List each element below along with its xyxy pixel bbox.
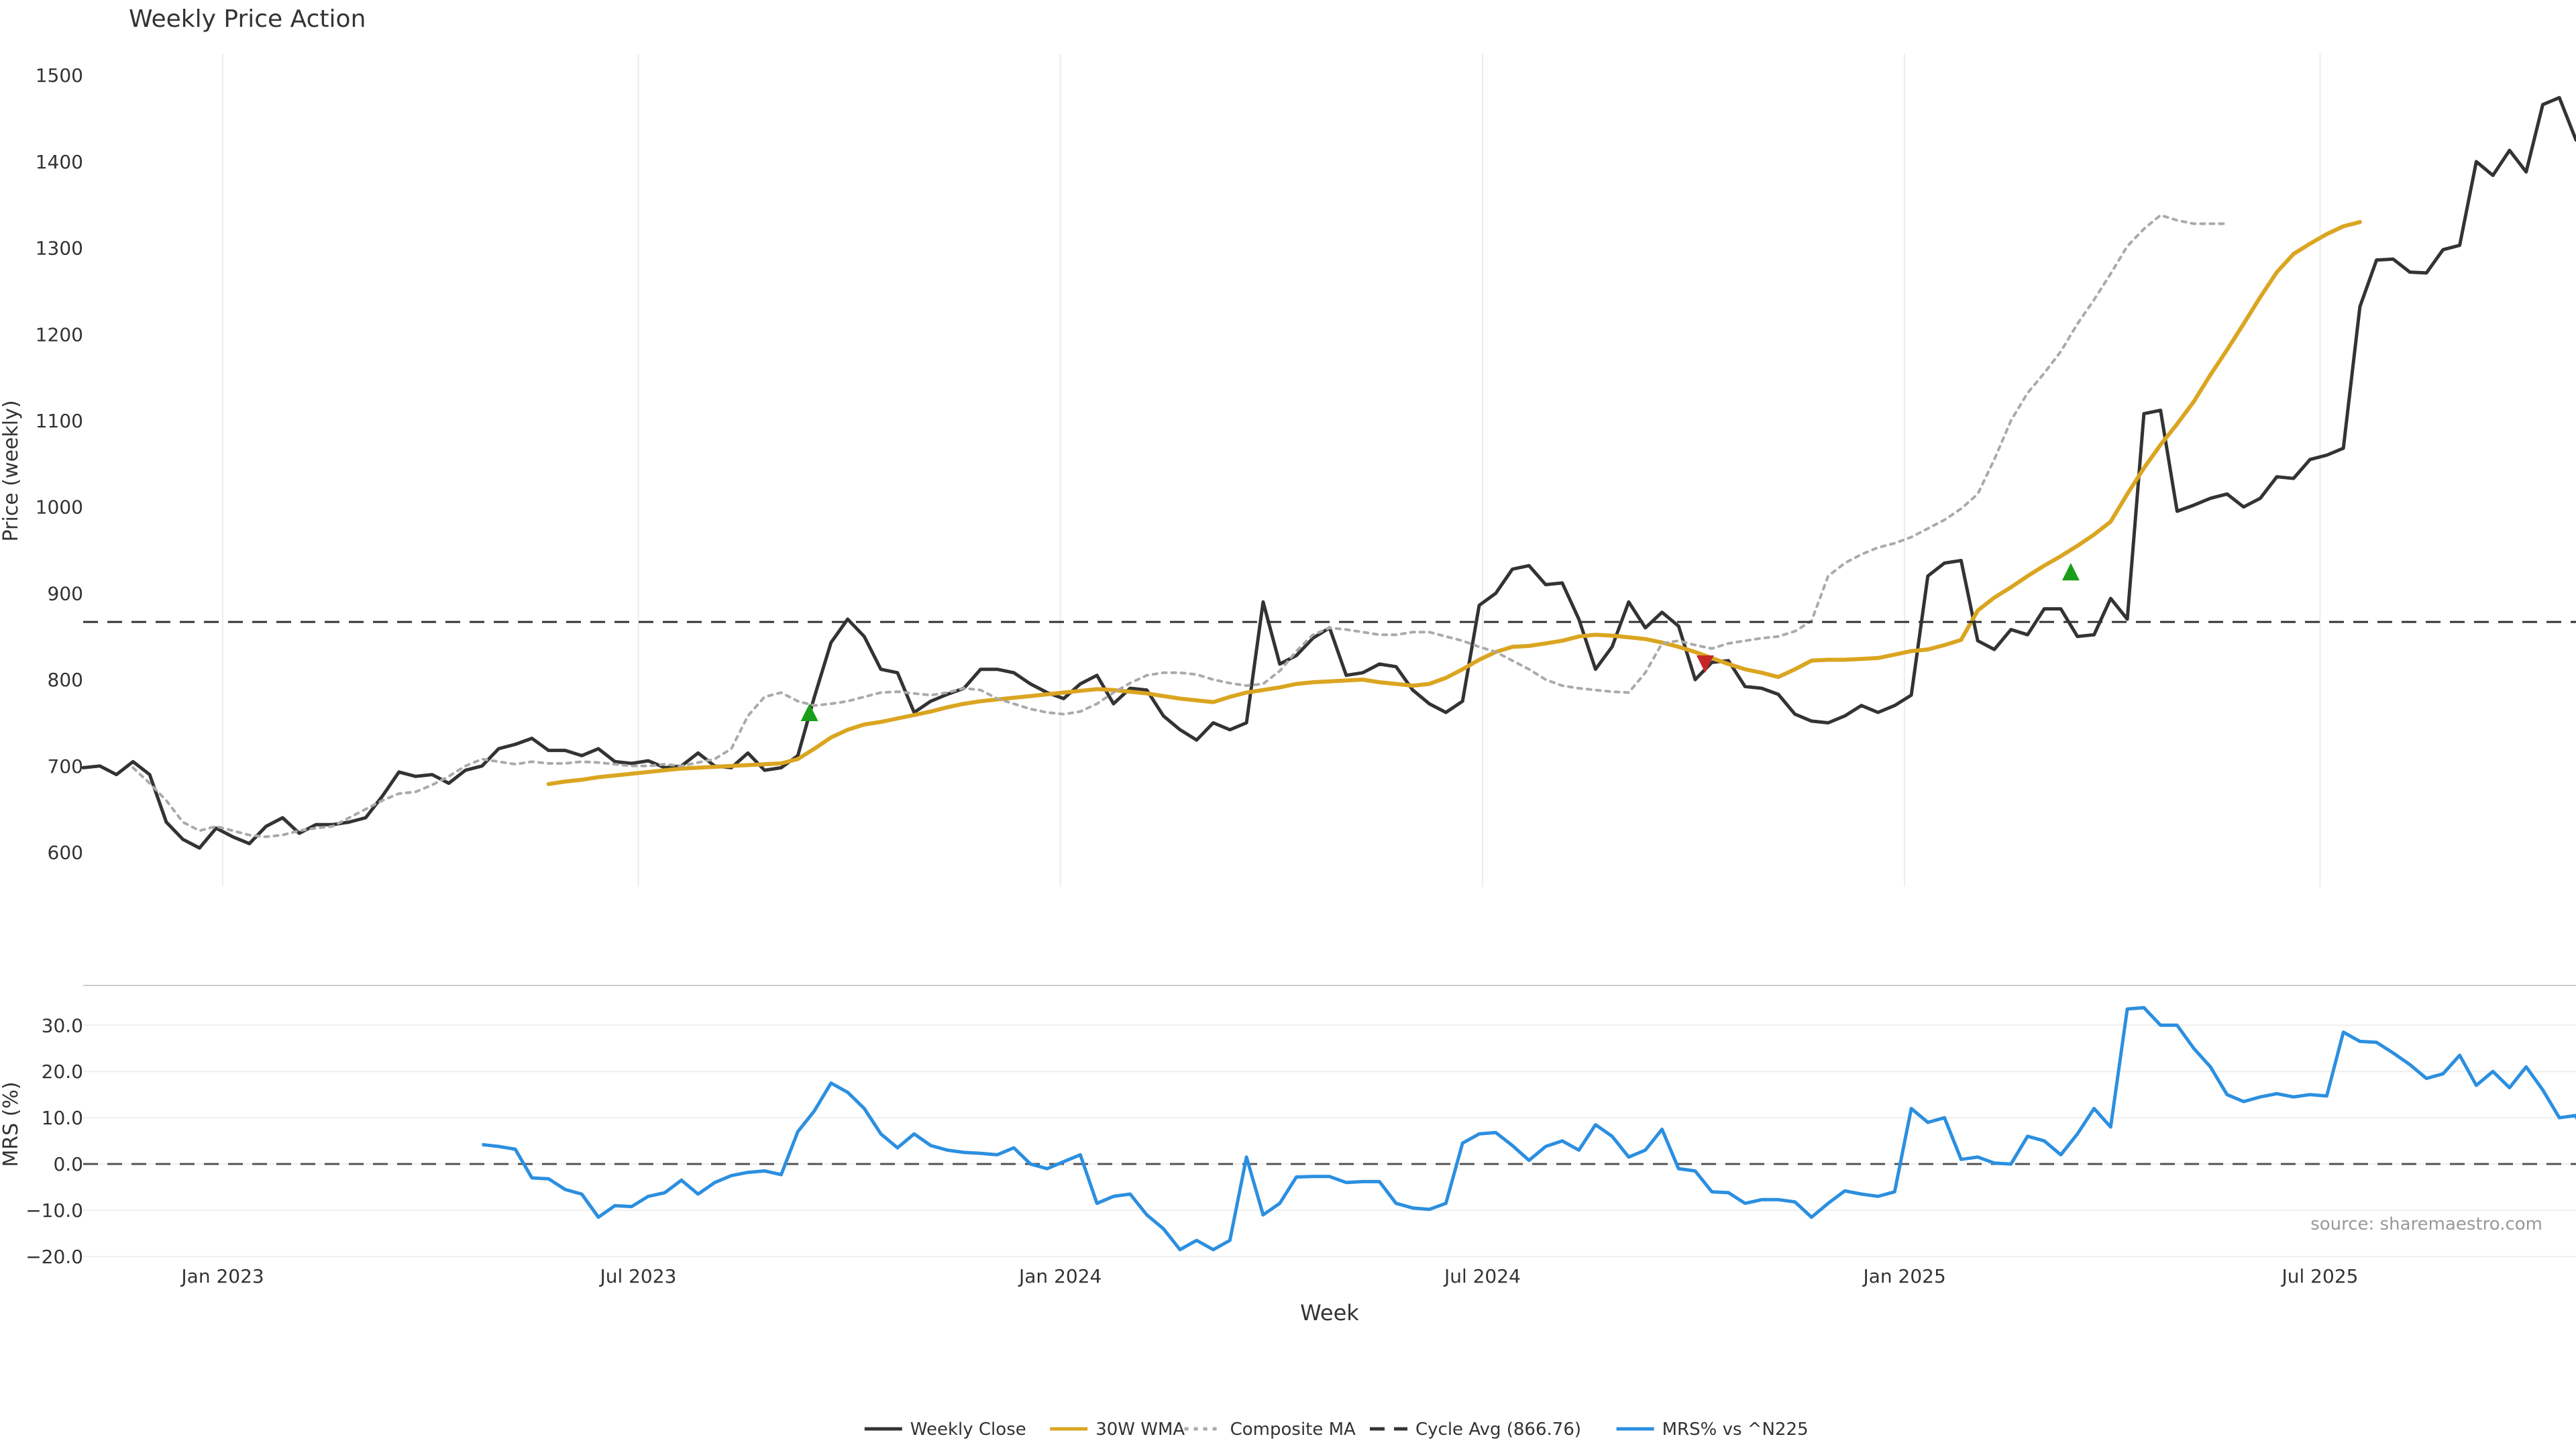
legend-entry: Cycle Avg (866.76) bbox=[1370, 1419, 1581, 1440]
price-axis-label: Price (weekly) bbox=[0, 400, 23, 541]
price-y-tick-label: 700 bbox=[48, 755, 83, 777]
price-y-tick-label: 1000 bbox=[36, 496, 83, 519]
price-series-group bbox=[81, 96, 2576, 850]
legend-label: Composite MA bbox=[1230, 1419, 1356, 1440]
series-line-mrs bbox=[482, 1006, 2576, 1252]
price-y-ticks: 600 700 800 900 1000 1100 1200 1300 1400 1500 bbox=[36, 64, 83, 863]
legend-label: 30W WMA bbox=[1095, 1419, 1185, 1440]
mrs-y-tick-label: 10.0 bbox=[42, 1107, 83, 1129]
mrs-y-tick-label: 0.0 bbox=[53, 1153, 83, 1175]
price-y-tick-label: 600 bbox=[48, 842, 83, 864]
source-annotation: source: sharemaestro.com bbox=[2310, 1214, 2542, 1234]
series-line-30w-wma bbox=[546, 220, 2362, 786]
price-y-tick-label: 1100 bbox=[36, 410, 83, 432]
mrs-axis-label: MRS (%) bbox=[0, 1081, 23, 1167]
signal-markers bbox=[800, 563, 2080, 722]
mrs-y-tick-label: 20.0 bbox=[42, 1061, 83, 1083]
x-tick-label: Jul 2023 bbox=[598, 1265, 676, 1287]
mrs-y-ticks: −20.0 −10.0 0.0 10.0 20.0 30.0 bbox=[25, 1014, 83, 1268]
x-tick-label: Jul 2024 bbox=[1443, 1265, 1521, 1287]
buy-signal-marker bbox=[2061, 563, 2080, 581]
x-tick-label: Jan 2025 bbox=[1862, 1265, 1945, 1287]
x-tick-label: Jan 2023 bbox=[180, 1265, 264, 1287]
legend-entry: MRS% vs ^N225 bbox=[1616, 1419, 1809, 1440]
legend-label: Weekly Close bbox=[910, 1419, 1026, 1440]
price-y-tick-label: 900 bbox=[48, 582, 83, 604]
price-grid bbox=[222, 54, 2321, 887]
legend-label: MRS% vs ^N225 bbox=[1662, 1419, 1809, 1440]
x-tick-label: Jul 2025 bbox=[2281, 1265, 2359, 1287]
sell-signal-marker bbox=[1696, 655, 1714, 673]
series-line-weekly-close bbox=[81, 96, 2576, 850]
price-y-tick-label: 1200 bbox=[36, 323, 83, 345]
price-y-tick-label: 1300 bbox=[36, 237, 83, 260]
mrs-y-tick-label: −20.0 bbox=[25, 1246, 83, 1268]
legend-entry: Composite MA bbox=[1184, 1419, 1356, 1440]
x-tick-label: Jan 2024 bbox=[1018, 1265, 1102, 1287]
price-y-tick-label: 1500 bbox=[36, 64, 83, 87]
series-line-composite-ma bbox=[131, 213, 2229, 839]
x-axis-label: Week bbox=[1300, 1300, 1359, 1326]
buy-signal-marker bbox=[800, 704, 818, 722]
chart-legend: Weekly Close 30W WMA Composite MA Cycle Avg… bbox=[864, 1419, 1809, 1440]
price-y-tick-label: 1400 bbox=[36, 151, 83, 173]
legend-entry: 30W WMA bbox=[1050, 1419, 1185, 1440]
mrs-y-tick-label: −10.0 bbox=[25, 1199, 83, 1222]
legend-label: Cycle Avg (866.76) bbox=[1415, 1419, 1581, 1440]
price-y-tick-label: 800 bbox=[48, 669, 83, 691]
mrs-y-tick-label: 30.0 bbox=[42, 1014, 83, 1036]
x-axis-ticks: Jan 2023 Jul 2023 Jan 2024 Jul 2024 Jan 2025… bbox=[180, 1265, 2358, 1287]
mrs-series-group bbox=[83, 1006, 2576, 1252]
legend-entry: Weekly Close bbox=[864, 1419, 1026, 1440]
chart-title: Weekly Price Action bbox=[129, 5, 366, 33]
